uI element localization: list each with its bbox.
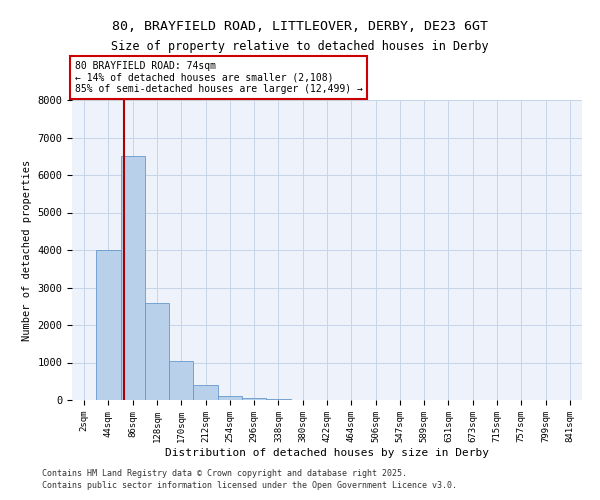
Text: Size of property relative to detached houses in Derby: Size of property relative to detached ho… <box>111 40 489 53</box>
Text: 80, BRAYFIELD ROAD, LITTLEOVER, DERBY, DE23 6GT: 80, BRAYFIELD ROAD, LITTLEOVER, DERBY, D… <box>112 20 488 33</box>
Bar <box>266 399 290 400</box>
Text: Contains HM Land Registry data © Crown copyright and database right 2025.: Contains HM Land Registry data © Crown c… <box>42 468 407 477</box>
Text: Contains public sector information licensed under the Open Government Licence v3: Contains public sector information licen… <box>42 481 457 490</box>
Text: 80 BRAYFIELD ROAD: 74sqm
← 14% of detached houses are smaller (2,108)
85% of sem: 80 BRAYFIELD ROAD: 74sqm ← 14% of detach… <box>74 61 362 94</box>
Bar <box>121 156 145 400</box>
Bar <box>242 398 266 400</box>
Bar <box>193 385 218 400</box>
Y-axis label: Number of detached properties: Number of detached properties <box>22 160 32 340</box>
Bar <box>169 360 193 400</box>
X-axis label: Distribution of detached houses by size in Derby: Distribution of detached houses by size … <box>165 448 489 458</box>
Bar <box>218 396 242 400</box>
Bar <box>96 250 121 400</box>
Bar <box>145 302 169 400</box>
